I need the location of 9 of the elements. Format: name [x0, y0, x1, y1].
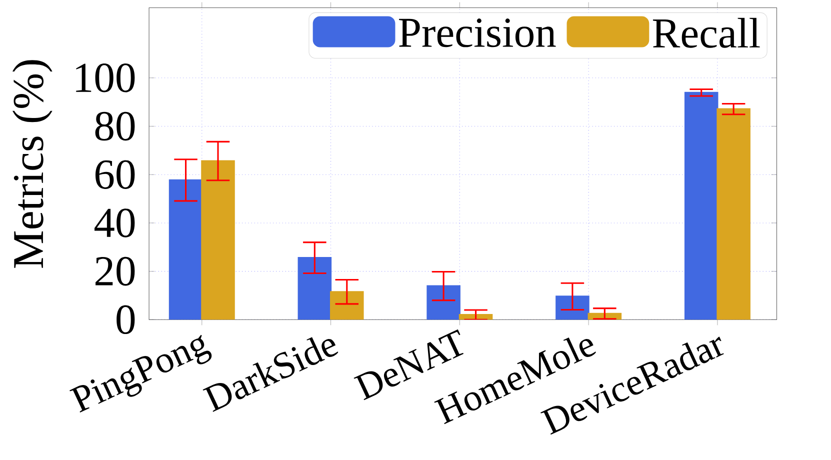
legend-label: Recall: [652, 18, 760, 48]
y-tick-label: 80: [95, 112, 135, 141]
y-axis-title: Metrics (%): [12, 60, 52, 268]
legend-label: Precision: [399, 18, 556, 48]
y-tick-label: 0: [116, 305, 135, 334]
y-tick-label: 100: [76, 63, 135, 92]
y-tick-label: 60: [96, 160, 135, 189]
y-tick-label: 20: [96, 256, 135, 286]
y-tick-label: 40: [94, 208, 135, 238]
